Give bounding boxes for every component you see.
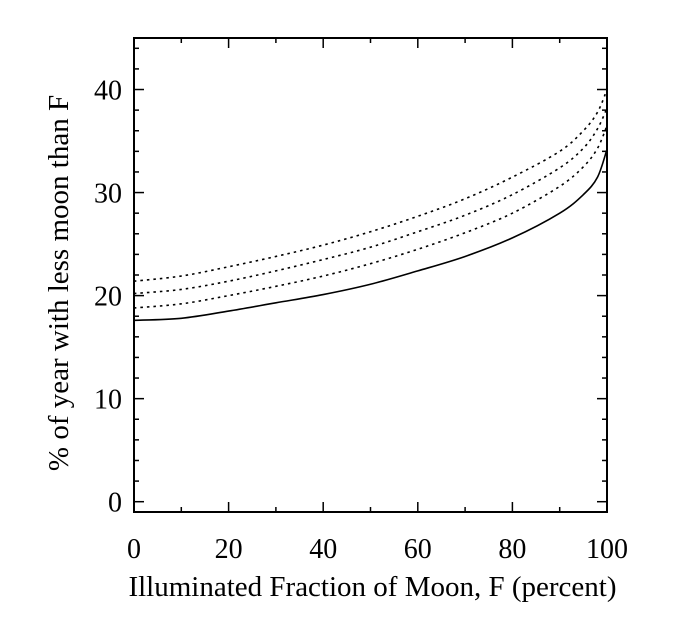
y-tick-label: 10 (94, 385, 122, 416)
series-lines (133, 89, 608, 322)
y-tick-label: 30 (94, 179, 122, 210)
x-tick-label: 0 (127, 534, 141, 565)
y-axis-title: % of year with less moon than F (43, 95, 75, 471)
x-tick-label: 20 (215, 534, 243, 565)
series-line-dotted-1 (133, 125, 608, 309)
x-tick-label: 40 (309, 534, 337, 565)
series-line-dotted-3 (133, 89, 608, 282)
y-tick-label: 0 (108, 488, 122, 519)
x-tick-label: 80 (498, 534, 526, 565)
x-tick-label: 100 (586, 534, 628, 565)
y-tick-label: 40 (94, 76, 122, 107)
plot-frame (133, 37, 608, 513)
x-tick-label: 60 (404, 534, 432, 565)
series-line-solid (133, 149, 608, 322)
axis-ticks (133, 38, 608, 512)
tick-labels: 0 20 40 60 80 100 0 10 20 30 40 (94, 76, 628, 565)
y-tick-label: 20 (94, 282, 122, 313)
x-axis-title: Illuminated Fraction of Moon, F (percent… (128, 571, 616, 603)
